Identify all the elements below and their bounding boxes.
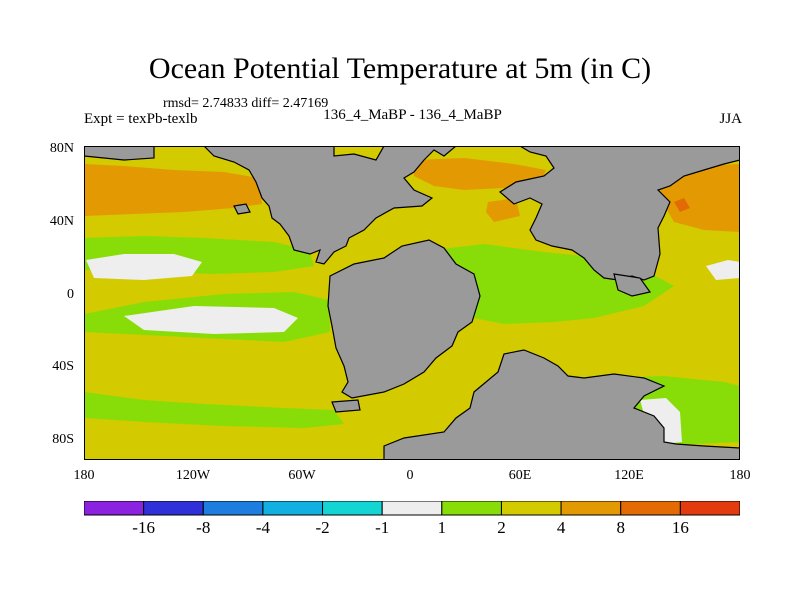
lon-label-120e: 120E <box>614 468 644 483</box>
temperature-map <box>84 146 740 460</box>
land-africa-antarctica <box>383 349 740 460</box>
colorbar-box <box>262 501 324 516</box>
lat-label-80n: 80N <box>49 141 74 156</box>
lon-label-120w: 120W <box>175 468 211 483</box>
lat-label-80s: 80S <box>52 432 74 447</box>
colorbar-tick-label: -1 <box>375 518 390 537</box>
experiment-label: Expt = texPb-texlb <box>84 111 198 127</box>
colorbar-box <box>441 501 502 516</box>
lon-label-0: 0 <box>406 468 414 483</box>
colorbar-box <box>202 501 264 516</box>
map-frame <box>84 146 740 460</box>
zone-north-pacific-west <box>84 164 262 216</box>
colorbar <box>84 501 740 516</box>
season-label: JJA <box>719 111 742 127</box>
zone-white-east <box>706 260 740 280</box>
colorbar-box <box>84 501 145 516</box>
colorbar-tick-label: -4 <box>255 518 270 537</box>
land-eurasia-north <box>498 146 740 281</box>
colorbar-tick-label: 8 <box>616 518 625 537</box>
zone-white-north-pacific <box>86 254 202 280</box>
land-north-america <box>203 146 457 265</box>
lat-label-40n: 40N <box>49 214 74 229</box>
lon-label-60w: 60W <box>288 468 316 483</box>
zone-red-spot <box>674 198 690 212</box>
land-masses <box>84 146 740 460</box>
lat-label-0: 0 <box>67 287 74 302</box>
colorbar-tick-label: 4 <box>556 518 566 537</box>
colorbar-box <box>143 501 204 516</box>
colorbar-tick-label: 16 <box>671 518 689 537</box>
zone-north-atlantic <box>414 158 546 190</box>
land-arctic-west <box>84 146 155 161</box>
colorbar-tick-label: -16 <box>132 518 155 537</box>
land-small-island-1 <box>233 203 251 215</box>
colorbar-tick-label: 1 <box>437 518 447 537</box>
zone-white-south <box>640 398 682 444</box>
land-australia-island <box>613 273 652 297</box>
lon-label-180w: 180 <box>73 468 95 483</box>
colorbar-box <box>500 501 562 516</box>
colorbar-tick-label: -8 <box>196 518 211 537</box>
zone-white-equatorial-pacific <box>124 306 298 334</box>
zone-north-pacific-east <box>659 164 740 232</box>
colorbar-box <box>560 501 622 516</box>
colorbar-box <box>679 501 740 516</box>
colorbar-box <box>620 501 681 516</box>
lon-label-60e: 60E <box>508 468 532 483</box>
lat-label-40s: 40S <box>52 359 74 374</box>
colorbar-box <box>322 501 383 516</box>
land-south-america <box>327 239 481 399</box>
lon-label-180e: 180 <box>729 468 751 483</box>
stats-text: rmsd= 2.74833 diff= 2.47169 <box>163 96 329 111</box>
colorbar-tick-label: 2 <box>497 518 506 537</box>
colorbar-box <box>381 501 443 516</box>
land-small-island-2 <box>331 399 361 413</box>
zone-tethys-orange <box>486 198 520 222</box>
case-label: 136_4_MaBP - 136_4_MaBP <box>323 107 502 123</box>
zone-southern-green <box>84 392 344 428</box>
colorbar-tick-label: -2 <box>315 518 330 537</box>
plot-title: Ocean Potential Temperature at 5m (in C) <box>148 52 652 85</box>
